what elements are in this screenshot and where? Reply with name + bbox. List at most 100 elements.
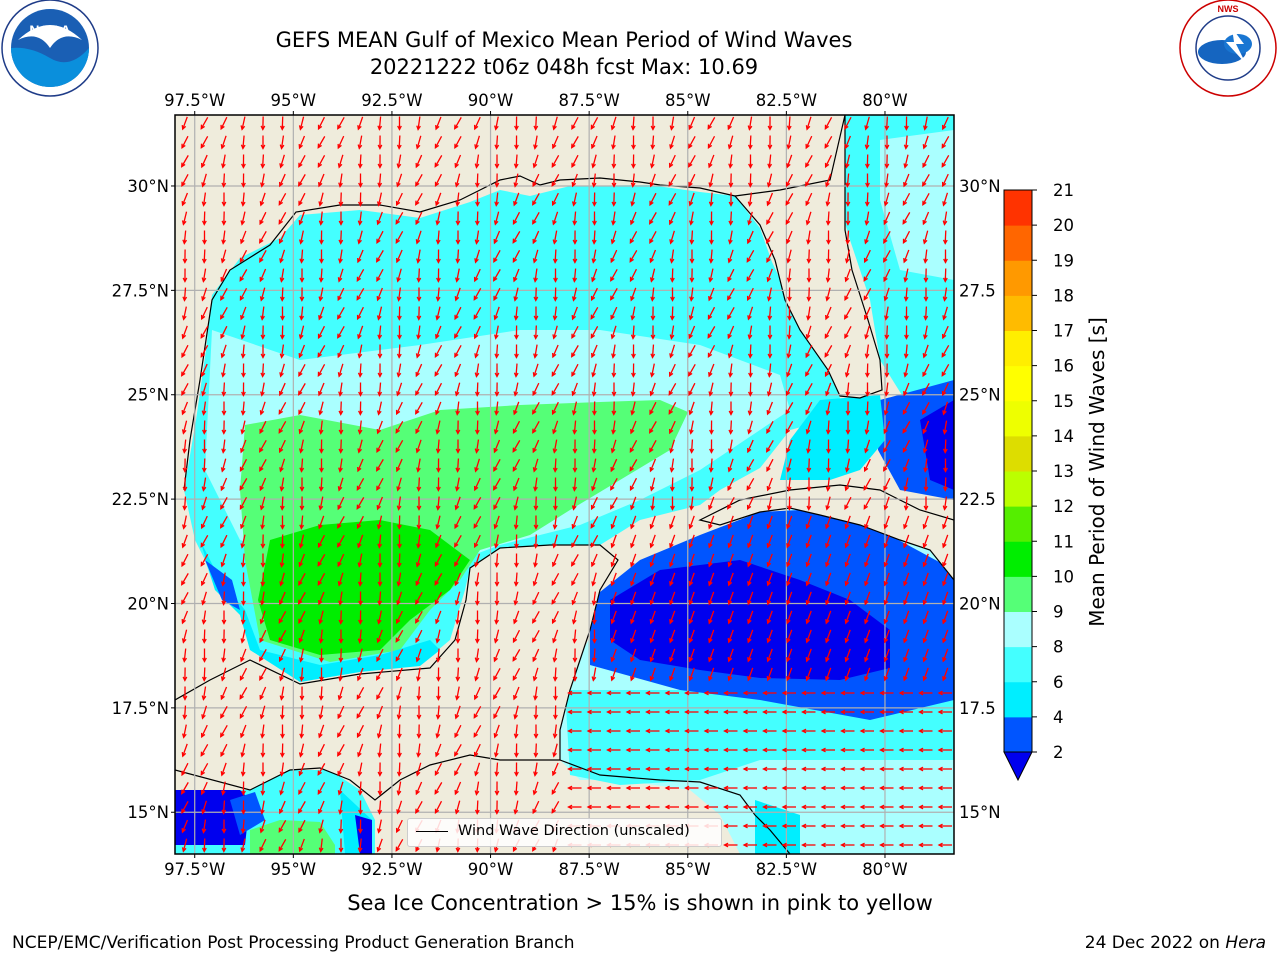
wind-arrow — [239, 687, 248, 700]
wind-arrow — [221, 382, 227, 397]
wind-arrow — [669, 230, 675, 245]
wind-arrow — [280, 743, 285, 758]
wind-arrow — [279, 249, 286, 264]
wind-arrow — [903, 553, 910, 568]
wind-arrow — [240, 211, 246, 226]
wind-arrow — [766, 648, 773, 663]
wind-arrow — [280, 724, 285, 739]
wind-arrow — [220, 458, 227, 473]
wind-arrow — [879, 690, 894, 696]
wind-arrow — [606, 747, 621, 753]
wind-arrow — [200, 763, 209, 776]
wind-arrow — [532, 591, 540, 606]
wind-arrow — [376, 515, 383, 530]
wind-arrow — [844, 496, 852, 511]
wind-arrow — [241, 382, 246, 397]
wind-arrow — [922, 648, 929, 663]
wind-arrow — [434, 591, 443, 606]
wind-arrow — [259, 231, 267, 244]
wind-arrow — [864, 192, 870, 207]
wind-arrow — [298, 439, 304, 454]
wind-arrow — [532, 382, 540, 397]
wind-arrow — [434, 782, 443, 795]
wind-arrow — [201, 287, 208, 302]
wind-arrow — [742, 728, 757, 734]
wind-arrow — [513, 363, 519, 378]
wind-arrow — [649, 401, 657, 416]
wind-arrow — [221, 610, 227, 625]
wind-arrow — [629, 439, 638, 453]
wind-arrow — [455, 477, 460, 492]
date-stamp: 24 Dec 2022 on Hera — [1085, 933, 1266, 953]
wind-arrow — [669, 325, 675, 340]
wind-arrow — [727, 629, 734, 644]
wind-arrow — [845, 439, 851, 454]
wind-arrow — [532, 154, 539, 169]
wind-arrow — [606, 728, 621, 734]
wind-arrow — [493, 648, 501, 663]
wind-arrow — [552, 458, 558, 473]
wind-arrow — [553, 705, 558, 720]
wind-arrow — [455, 192, 461, 207]
wind-arrow — [840, 747, 855, 753]
wind-arrow — [767, 116, 773, 131]
wind-arrow — [801, 804, 816, 810]
wind-arrow — [201, 382, 207, 397]
wind-arrow — [806, 496, 812, 511]
wind-arrow — [473, 706, 482, 719]
wind-arrow — [611, 192, 617, 207]
wind-arrow — [221, 154, 226, 169]
wind-arrow — [630, 667, 637, 682]
wind-arrow — [415, 553, 422, 568]
wind-arrow — [239, 705, 248, 720]
wind-arrow — [669, 268, 675, 283]
wind-arrow — [903, 572, 910, 587]
wind-arrow — [630, 287, 637, 302]
wind-arrow — [455, 230, 461, 245]
wind-arrow — [396, 705, 402, 720]
wind-arrow — [376, 192, 383, 207]
wind-arrow — [396, 686, 402, 701]
wind-arrow — [279, 477, 285, 492]
wind-arrow — [298, 211, 305, 226]
wind-arrow — [571, 325, 579, 340]
wind-arrow — [883, 515, 890, 530]
wind-arrow — [532, 439, 540, 454]
wind-arrow — [571, 496, 578, 511]
wind-arrow — [845, 173, 851, 188]
wind-arrow — [338, 667, 343, 682]
wind-arrow — [415, 211, 423, 226]
wind-arrow — [572, 211, 578, 226]
wind-arrow — [551, 174, 560, 187]
wind-arrow — [220, 686, 228, 701]
wind-arrow — [708, 363, 715, 378]
wind-arrow — [567, 709, 582, 715]
wind-arrow — [201, 420, 207, 435]
wind-arrow — [454, 117, 462, 130]
wind-arrow — [786, 154, 793, 169]
wind-arrow — [473, 325, 481, 340]
wind-arrow — [664, 766, 679, 772]
wind-arrow — [786, 458, 792, 473]
wind-arrow — [338, 420, 344, 435]
wind-arrow — [590, 534, 599, 548]
wind-arrow — [200, 572, 208, 587]
wind-arrow — [742, 785, 757, 791]
wind-arrow — [567, 690, 582, 696]
wind-arrow — [723, 766, 738, 772]
wind-arrow — [649, 154, 655, 169]
wind-arrow — [747, 325, 753, 340]
wind-arrow — [669, 477, 675, 492]
wind-arrow — [396, 344, 402, 359]
wind-arrow — [859, 728, 874, 734]
wind-arrow — [649, 515, 656, 530]
wind-arrow — [298, 325, 305, 340]
wind-arrow — [494, 572, 500, 587]
wind-arrow — [279, 762, 285, 777]
wind-arrow — [942, 268, 948, 283]
wind-arrow — [493, 667, 501, 681]
wind-arrow — [317, 154, 326, 168]
wind-arrow — [864, 648, 871, 663]
wind-arrow — [591, 268, 598, 283]
wind-arrow — [840, 785, 855, 791]
